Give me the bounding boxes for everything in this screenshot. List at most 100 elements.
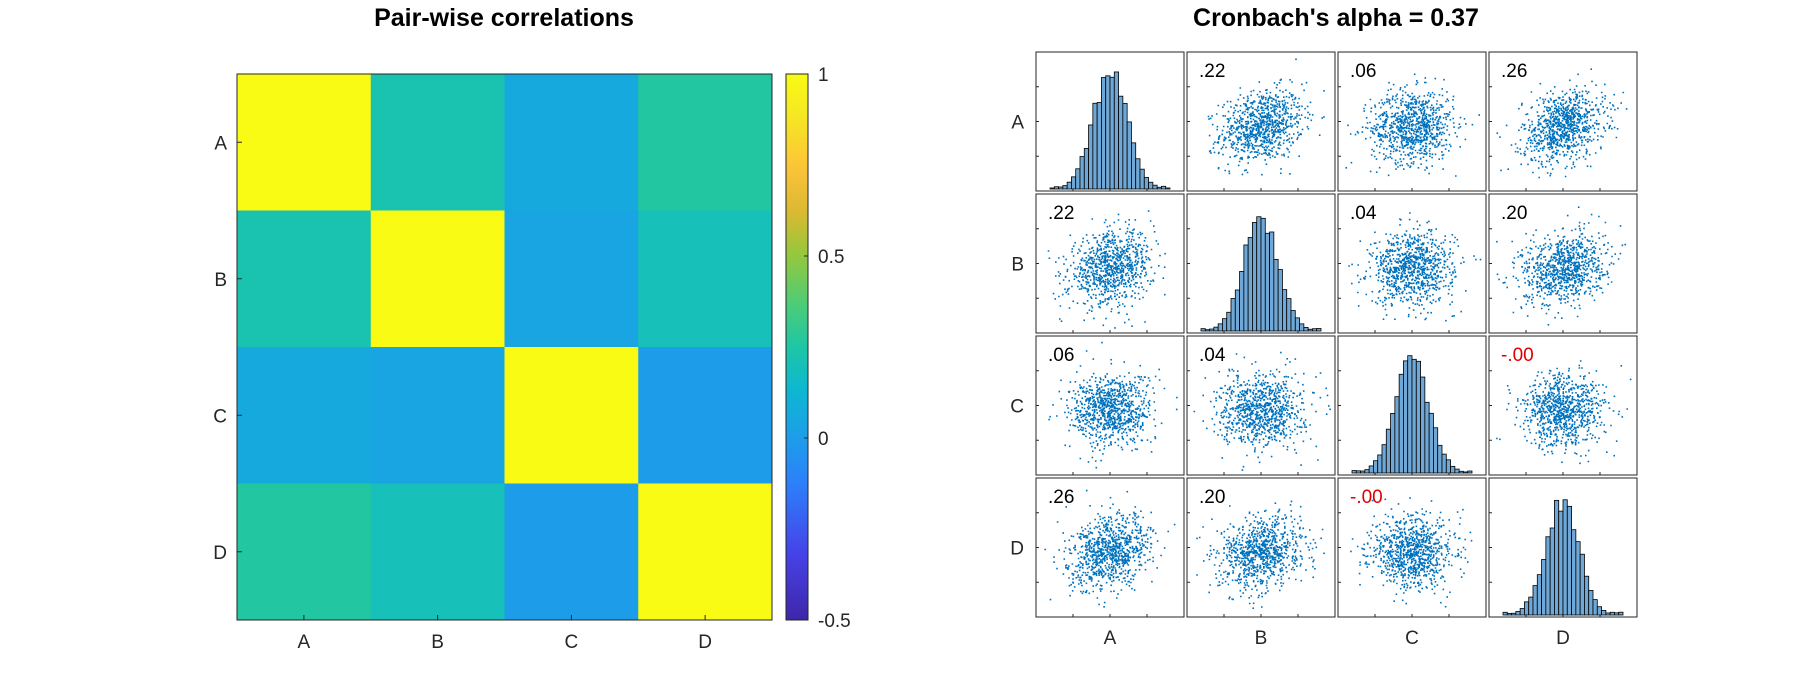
matrix-cell-B-A: .22 (1035, 193, 1185, 334)
heatmap-x-ticks: A B C D (298, 615, 712, 653)
heatmap-cell-D-B (370, 483, 505, 621)
matrix-cell-D-A: .26 (1035, 477, 1185, 618)
scatter-matrix-y-labels: A B C D (1010, 113, 1024, 560)
histogram-bar (1096, 102, 1102, 190)
heatmap-cell-B-B (370, 210, 505, 348)
histogram-bar (1415, 360, 1421, 474)
histogram-bar (1256, 216, 1262, 332)
histogram-bar (1381, 444, 1387, 474)
scatter-matrix-x-labels: A B C D (1104, 628, 1570, 649)
histogram-bar (1131, 142, 1137, 190)
histogram-bar (1528, 596, 1534, 616)
matrix-cell-B-D: .20 (1488, 193, 1638, 334)
matrix-cell-D-D (1488, 477, 1638, 618)
correlation-label: .22 (1199, 61, 1225, 82)
histogram-bar (1373, 460, 1379, 474)
histogram-bar (1579, 553, 1585, 616)
heatmap-y-tick-label: B (214, 270, 227, 291)
histogram-bar (1454, 468, 1460, 474)
histogram-bar (1511, 612, 1517, 616)
scatter-points (1350, 497, 1473, 608)
histogram-bar (1519, 608, 1525, 616)
heatmap-panel: Pair-wise correlations A B C D A B C D -0.5 0 0.… (213, 4, 850, 653)
histogram-bar (1200, 328, 1206, 332)
colorbar-gradient (785, 73, 809, 621)
scatter-points (1345, 73, 1480, 177)
histogram-bar (1536, 574, 1542, 616)
histogram-bar (1601, 610, 1607, 616)
colorbar: -0.5 0 0.5 1 (785, 65, 851, 632)
histogram-bar (1247, 237, 1253, 332)
matrix-cell-C-C (1337, 335, 1487, 476)
matrix-y-label: D (1010, 539, 1024, 560)
matrix-cell-frame (1488, 335, 1638, 476)
matrix-x-label: D (1556, 628, 1570, 649)
histogram-bar (1122, 103, 1128, 190)
histogram-bar (1541, 559, 1547, 616)
histogram-bar (1312, 328, 1318, 332)
matrix-x-label: B (1255, 628, 1268, 649)
histogram-bar (1204, 329, 1210, 332)
colorbar-tick-label: 0 (818, 429, 829, 450)
matrix-cell-C-D: -.00 (1488, 335, 1638, 476)
histogram-bar (1118, 95, 1124, 190)
correlation-label: .20 (1501, 203, 1527, 224)
histogram-bar (1135, 158, 1141, 190)
histogram-bar (1554, 499, 1560, 616)
histogram-bar (1445, 459, 1451, 474)
histogram-bar (1592, 599, 1598, 616)
matrix-cell-A-C: .06 (1337, 51, 1487, 192)
histogram-bar (1148, 181, 1154, 190)
histogram-bar (1083, 148, 1089, 190)
scatter-points (1348, 212, 1482, 322)
histogram-bar (1588, 590, 1594, 616)
histogram-bar (1126, 121, 1132, 190)
colorbar-tick-label: -0.5 (818, 611, 851, 632)
scatter-matrix-title: Cronbach's alpha = 0.37 (1193, 4, 1479, 32)
matrix-cell-D-C: -.00 (1337, 477, 1487, 618)
histogram-bar (1062, 185, 1068, 190)
heatmap-cell-D-C (504, 483, 639, 621)
scatter-matrix-panel: Cronbach's alpha = 0.37 .22 .06 .26 .22 .04.… (1010, 4, 1638, 649)
histogram-bar (1506, 613, 1512, 616)
histogram-bar (1156, 186, 1162, 190)
histogram-bar (1222, 318, 1228, 332)
histogram-bar (1152, 184, 1158, 190)
histogram-bar (1066, 181, 1072, 190)
heatmap-x-tick-label: C (565, 632, 579, 653)
histogram-bar (1420, 376, 1426, 474)
histogram-bar (1515, 611, 1521, 616)
histogram-bar (1428, 412, 1434, 474)
heatmap-y-ticks: A B C D (213, 133, 242, 564)
histogram-bar (1571, 529, 1577, 616)
histogram-bar (1433, 427, 1439, 474)
matrix-cell-A-D: .26 (1488, 51, 1638, 192)
histogram-bar (1562, 499, 1568, 616)
heatmap-cell-A-D (638, 74, 773, 211)
histogram-bar (1143, 177, 1149, 190)
histogram-bar (1467, 470, 1473, 474)
heatmap-cell-C-B (370, 347, 505, 484)
scatter-points (1496, 360, 1632, 465)
heatmap-cell-C-D (638, 347, 773, 484)
histogram-bar (1558, 510, 1564, 616)
histogram-bar (1307, 328, 1313, 332)
histogram-bar (1071, 176, 1077, 190)
histogram-bar (1390, 413, 1396, 474)
histogram-bar (1213, 326, 1219, 332)
histogram-bar (1058, 186, 1064, 190)
colorbar-tick-label: 0.5 (818, 247, 844, 268)
histogram-bar (1609, 611, 1615, 616)
histogram-bar (1217, 323, 1223, 332)
matrix-cell-B-C: .04 (1337, 193, 1487, 334)
histogram-bar (1234, 289, 1240, 332)
matrix-cell-A-A (1035, 51, 1185, 192)
histogram-bar (1053, 186, 1059, 190)
heatmap-cell-A-C (504, 74, 639, 211)
histogram-bar (1385, 428, 1391, 474)
heatmap-cell-C-A (237, 347, 372, 484)
heatmap-y-tick-label: C (213, 406, 227, 427)
histogram-bar (1549, 527, 1555, 616)
scatter-points (1196, 500, 1325, 609)
histogram-bar (1092, 102, 1098, 190)
